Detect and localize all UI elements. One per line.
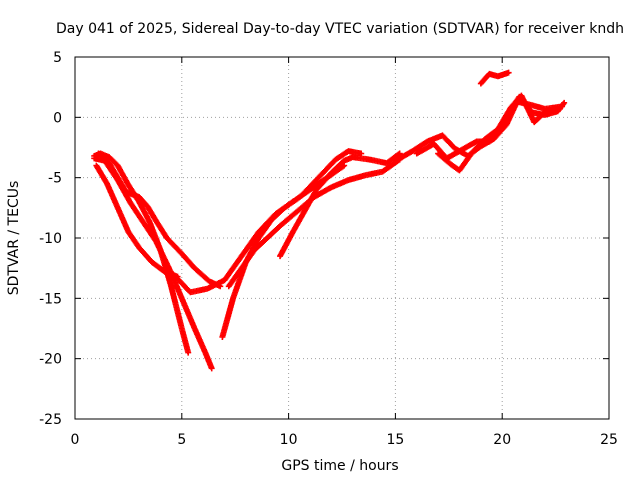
data-point: [185, 349, 192, 356]
series-track-7: [225, 156, 403, 290]
y-axis-label: SDTVAR / TECUs: [6, 181, 22, 296]
data-point: [561, 99, 568, 106]
data-point: [556, 105, 563, 112]
data-point: [396, 150, 403, 157]
x-tick-label: 15: [386, 432, 404, 448]
y-tick-label: -5: [48, 171, 62, 187]
x-tick-label: 5: [177, 432, 186, 448]
data-points-layer: [91, 69, 568, 372]
series-track-6: [219, 148, 365, 340]
ticks-layer: 0 5 10 15 20 25 -25 -20 -15 -10 -5 0 5: [39, 50, 618, 448]
x-tick-label: 20: [493, 432, 511, 448]
series-track-4: [93, 162, 181, 280]
data-point: [505, 69, 512, 76]
y-tick-label: -15: [39, 291, 62, 307]
y-tick-label: 5: [53, 50, 62, 66]
y-tick-label: -20: [39, 352, 62, 368]
chart-title: Day 041 of 2025, Sidereal Day-to-day VTE…: [56, 21, 624, 37]
data-point: [208, 365, 215, 372]
series-track-11: [435, 92, 563, 174]
x-axis-label: GPS time / hours: [281, 458, 398, 474]
series-track-9: [392, 98, 566, 164]
y-tick-label: -10: [39, 231, 62, 247]
x-tick-label: 25: [600, 432, 618, 448]
y-tick-label: -25: [39, 412, 62, 428]
series-track-10: [413, 93, 568, 162]
x-tick-label: 0: [71, 432, 80, 448]
series-track-3: [95, 150, 224, 290]
x-tick-label: 10: [280, 432, 298, 448]
series-track-8: [277, 150, 403, 260]
y-tick-label: 0: [53, 110, 62, 126]
series-track-12: [477, 69, 512, 87]
